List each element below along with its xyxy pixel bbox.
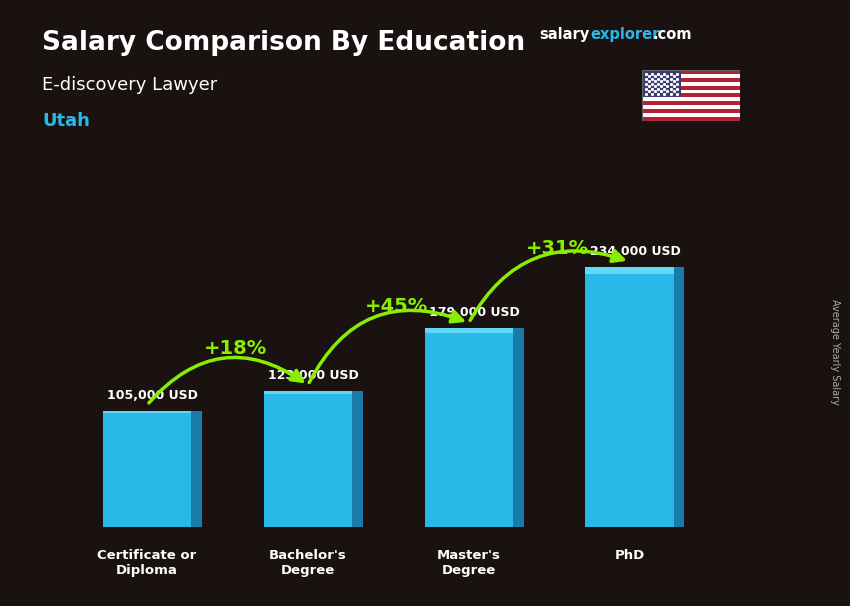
Text: 179,000 USD: 179,000 USD: [429, 307, 519, 319]
Text: +18%: +18%: [204, 339, 267, 358]
FancyBboxPatch shape: [513, 328, 524, 527]
Bar: [642, 105, 740, 109]
Text: 234,000 USD: 234,000 USD: [590, 245, 681, 258]
Bar: [642, 109, 740, 113]
FancyBboxPatch shape: [424, 328, 513, 333]
Bar: [642, 98, 740, 101]
Bar: [642, 90, 740, 93]
Text: Bachelor's
Degree: Bachelor's Degree: [269, 550, 347, 578]
Text: .com: .com: [653, 27, 692, 42]
Text: 105,000 USD: 105,000 USD: [107, 388, 198, 402]
Bar: [642, 74, 740, 78]
Bar: [642, 82, 740, 85]
Bar: [642, 85, 740, 90]
Text: +45%: +45%: [365, 298, 428, 316]
Text: +31%: +31%: [525, 239, 589, 258]
Text: Salary Comparison By Education: Salary Comparison By Education: [42, 30, 525, 56]
Text: Master's
Degree: Master's Degree: [437, 550, 501, 578]
Text: Average Yearly Salary: Average Yearly Salary: [830, 299, 840, 404]
FancyBboxPatch shape: [424, 328, 513, 527]
Bar: [642, 113, 740, 117]
Text: explorer: explorer: [591, 27, 660, 42]
FancyBboxPatch shape: [103, 411, 191, 413]
Text: salary: salary: [540, 27, 590, 42]
FancyBboxPatch shape: [674, 267, 684, 527]
FancyBboxPatch shape: [586, 267, 674, 274]
Text: Utah: Utah: [42, 112, 90, 130]
Bar: [642, 70, 681, 98]
Bar: [642, 70, 740, 74]
FancyBboxPatch shape: [264, 390, 352, 394]
FancyBboxPatch shape: [264, 390, 352, 527]
Bar: [642, 117, 740, 121]
FancyBboxPatch shape: [586, 267, 674, 527]
Text: Certificate or
Diploma: Certificate or Diploma: [98, 550, 196, 578]
Text: PhD: PhD: [615, 550, 645, 562]
FancyBboxPatch shape: [352, 390, 363, 527]
Bar: [642, 78, 740, 82]
Text: E-discovery Lawyer: E-discovery Lawyer: [42, 76, 218, 94]
FancyBboxPatch shape: [103, 411, 191, 527]
FancyBboxPatch shape: [191, 411, 202, 527]
Text: 123,000 USD: 123,000 USD: [268, 368, 359, 382]
Bar: [642, 101, 740, 105]
Bar: [642, 93, 740, 98]
